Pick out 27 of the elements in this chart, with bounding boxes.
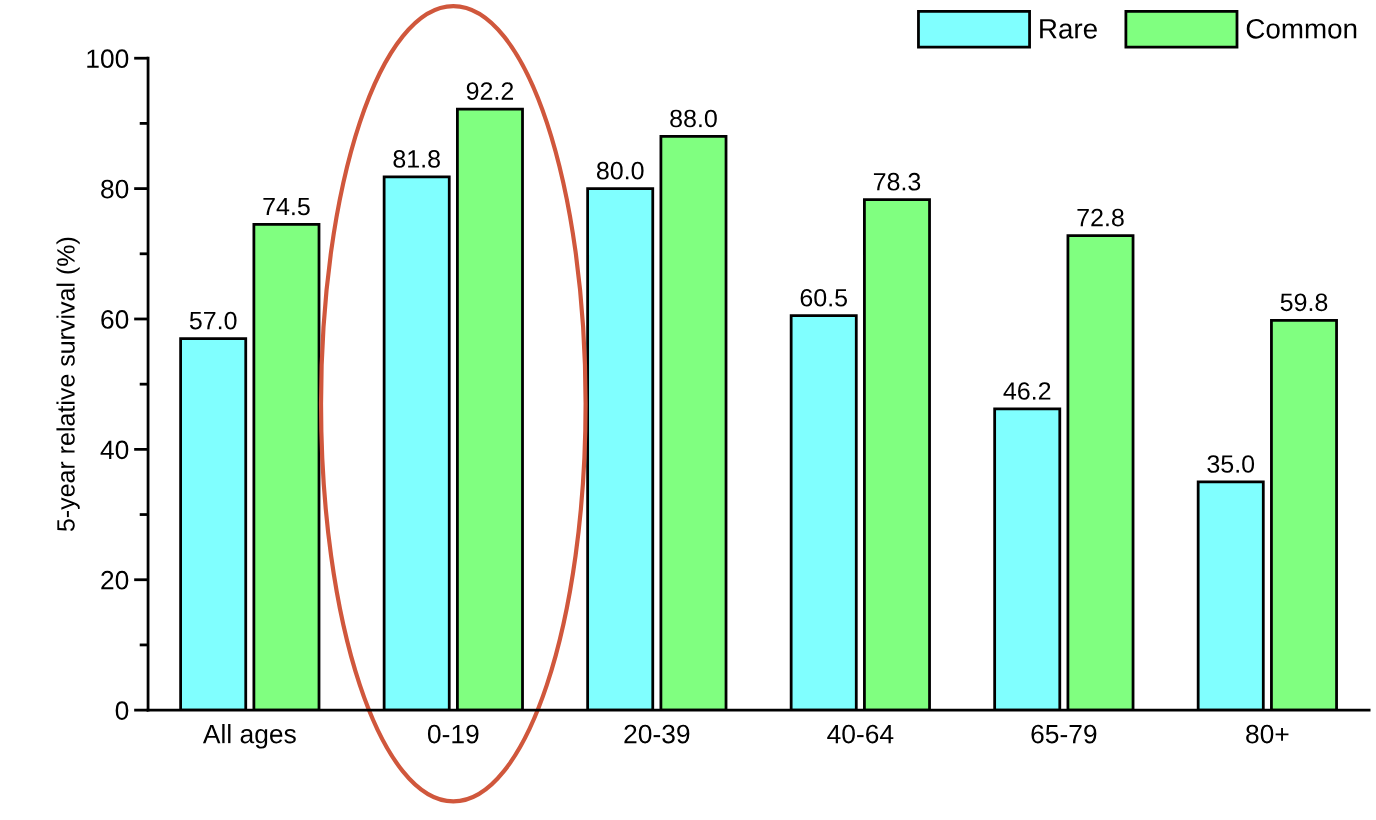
- x-tick-label: 40-64: [827, 724, 894, 744]
- y-tick-label: 20: [101, 570, 129, 590]
- legend-label: Rare: [1040, 19, 1097, 39]
- data-label: 81.8: [393, 150, 440, 168]
- y-tick-label: 60: [101, 310, 129, 329]
- y-tick-label: 100: [87, 49, 129, 69]
- x-tick-label: 0-19: [427, 724, 479, 744]
- y-tick-label: 40: [100, 440, 129, 460]
- x-tick-label: 80+: [1246, 724, 1289, 744]
- y-tick-label: 80: [101, 179, 129, 199]
- data-label: 78.3: [873, 172, 921, 191]
- x-tick-label: 20-39: [624, 724, 690, 744]
- x-tick-label: 65-79: [1031, 724, 1097, 744]
- legend-label: Common: [1246, 18, 1357, 39]
- x-tick-label: All ages: [202, 724, 296, 749]
- data-label: 59.8: [1280, 293, 1328, 312]
- data-label: 88.0: [670, 109, 717, 128]
- data-label: 60.5: [800, 288, 847, 307]
- data-label: 35.0: [1207, 455, 1255, 473]
- data-label: 72.8: [1077, 208, 1124, 227]
- data-label: 92.2: [466, 82, 514, 100]
- data-label: 74.5: [263, 197, 310, 216]
- y-axis-title: 5-year relative survival (%): [56, 237, 80, 532]
- data-label: 80.0: [596, 161, 644, 180]
- data-label: 46.2: [1003, 382, 1051, 400]
- data-label: 57.0: [189, 311, 237, 330]
- y-tick-label: 0: [115, 701, 129, 720]
